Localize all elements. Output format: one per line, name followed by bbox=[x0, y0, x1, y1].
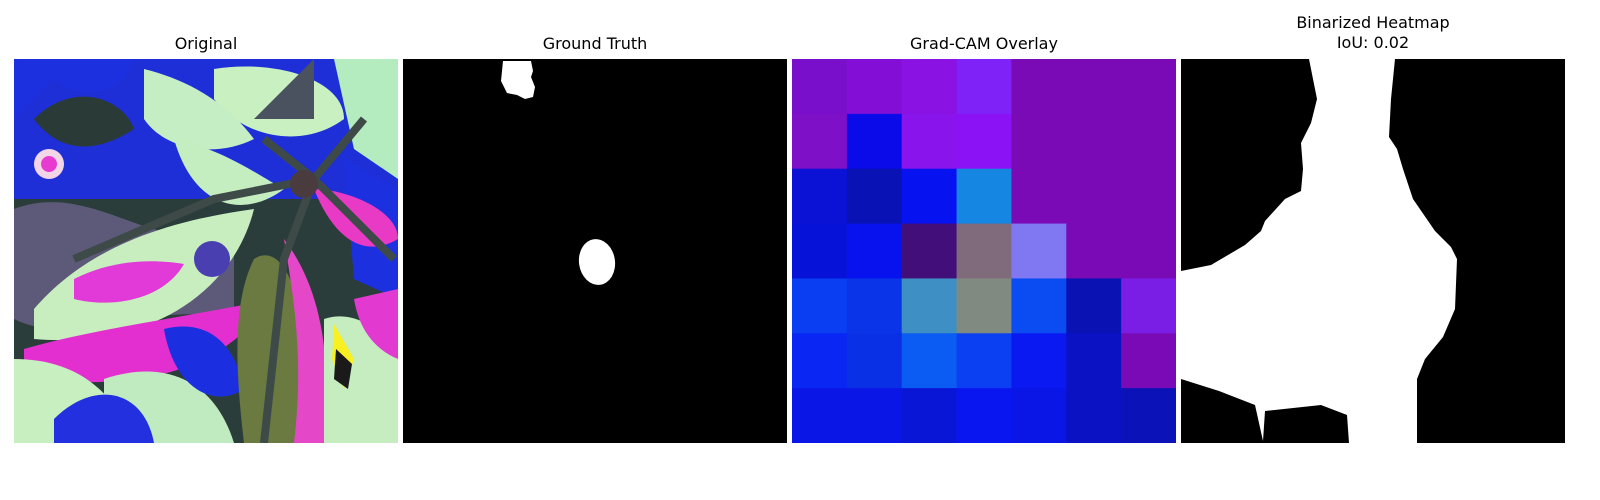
panel-gradcam: Grad-CAM Overlay bbox=[792, 0, 1176, 500]
panel-ground-truth: Ground Truth bbox=[403, 0, 787, 500]
panel-title-ground-truth: Ground Truth bbox=[542, 34, 648, 53]
gradcam-cell bbox=[846, 278, 903, 334]
gradcam-cell bbox=[901, 59, 958, 115]
gradcam-cell bbox=[1121, 388, 1176, 443]
panel-original: Original bbox=[14, 0, 398, 500]
gradcam-cell bbox=[1066, 113, 1122, 170]
gradcam-grid bbox=[792, 59, 1176, 443]
gradcam-cell bbox=[901, 388, 958, 443]
original-image bbox=[14, 59, 398, 443]
gradcam-cell bbox=[792, 333, 848, 389]
gradcam-cell bbox=[1066, 333, 1122, 389]
gradcam-cell bbox=[1011, 388, 1067, 443]
gradcam-cell bbox=[1066, 168, 1122, 225]
gradcam-overlay bbox=[792, 59, 1176, 443]
gradcam-cell bbox=[1066, 278, 1122, 334]
gradcam-cell bbox=[792, 113, 848, 170]
gradcam-cell bbox=[956, 333, 1013, 389]
gradcam-cell bbox=[1121, 223, 1176, 280]
gradcam-cell bbox=[1066, 59, 1122, 115]
gradcam-cell bbox=[846, 223, 903, 280]
gradcam-cell bbox=[1011, 223, 1067, 280]
binarized-title: Binarized Heatmap bbox=[1296, 13, 1450, 32]
panel-title-gradcam: Grad-CAM Overlay bbox=[910, 34, 1058, 53]
gradcam-cell bbox=[1011, 333, 1067, 389]
gradcam-cell bbox=[956, 388, 1013, 443]
gradcam-cell bbox=[792, 59, 848, 115]
gradcam-cell bbox=[901, 333, 958, 389]
gradcam-cell bbox=[846, 333, 903, 389]
gradcam-cell bbox=[792, 388, 848, 443]
gradcam-cell bbox=[956, 278, 1013, 334]
gradcam-cell bbox=[1066, 223, 1122, 280]
gradcam-cell bbox=[792, 278, 848, 334]
gradcam-cell bbox=[1011, 59, 1067, 115]
gradcam-cell bbox=[956, 59, 1013, 115]
gradcam-cell bbox=[956, 113, 1013, 170]
gradcam-cell bbox=[846, 59, 903, 115]
gradcam-cell bbox=[846, 113, 903, 170]
gradcam-cell bbox=[792, 168, 848, 225]
gradcam-cell bbox=[1121, 113, 1176, 170]
gradcam-cell bbox=[1121, 333, 1176, 389]
gradcam-cell bbox=[846, 168, 903, 225]
gradcam-cell bbox=[956, 168, 1013, 225]
gradcam-cell bbox=[1011, 168, 1067, 225]
panel-binarized: Binarized Heatmap IoU: 0.02 bbox=[1181, 0, 1565, 500]
gradcam-cell bbox=[901, 278, 958, 334]
gradcam-cell bbox=[1011, 278, 1067, 334]
gradcam-cell bbox=[846, 388, 903, 443]
gradcam-cell bbox=[901, 168, 958, 225]
panel-title-binarized: Binarized Heatmap IoU: 0.02 bbox=[1181, 13, 1565, 53]
gradcam-cell bbox=[1011, 113, 1067, 170]
panel-title-original: Original bbox=[174, 34, 238, 53]
gradcam-cell bbox=[956, 223, 1013, 280]
binarized-mask bbox=[1181, 59, 1565, 443]
gradcam-cell bbox=[1121, 278, 1176, 334]
gradcam-cell bbox=[1121, 59, 1176, 115]
ground-truth-mask bbox=[403, 59, 787, 443]
iou-label: IoU: 0.02 bbox=[1336, 33, 1410, 52]
gradcam-cell bbox=[901, 223, 958, 280]
gradcam-cell bbox=[792, 223, 848, 280]
gradcam-cell bbox=[1121, 168, 1176, 225]
gradcam-cell bbox=[1066, 388, 1122, 443]
gradcam-cell bbox=[901, 113, 958, 170]
